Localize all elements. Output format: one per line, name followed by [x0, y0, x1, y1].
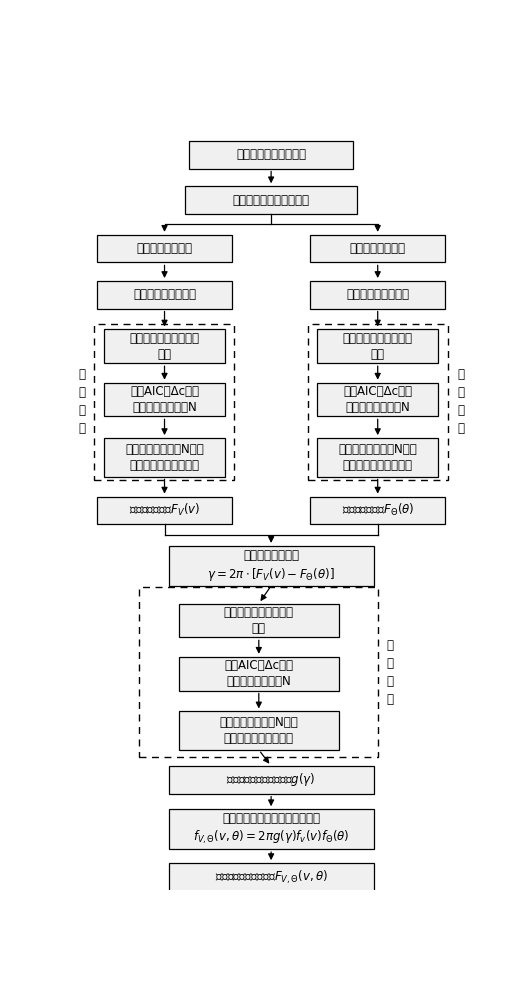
Text: 利用AIC和Δc联合
确定最佳组分个数N: 利用AIC和Δc联合 确定最佳组分个数N — [130, 385, 199, 414]
Bar — [317, 383, 438, 416]
Text: 使用遗传算法进行参数
估计: 使用遗传算法进行参数 估计 — [130, 332, 199, 361]
Text: 绘制风向概率柱状图: 绘制风向概率柱状图 — [346, 288, 409, 301]
Bar — [169, 766, 373, 794]
Bar — [169, 863, 373, 891]
Text: 风速的分布函数$F_V(v)$: 风速的分布函数$F_V(v)$ — [129, 502, 200, 518]
Text: 使用遗传算法进行参数
估计: 使用遗传算法进行参数 估计 — [343, 332, 413, 361]
Text: 选择最佳组分个数N对应
的分布模型为最优模型: 选择最佳组分个数N对应 的分布模型为最优模型 — [220, 716, 298, 745]
Text: 处理风速风向原始数据: 处理风速风向原始数据 — [236, 148, 306, 161]
Bar — [185, 186, 357, 214]
Bar — [310, 281, 445, 309]
Text: 平均风的风速和风向数据: 平均风的风速和风向数据 — [233, 194, 309, 207]
Text: 风速风向联合分布函数$F_{V,\Theta}(v,\theta)$: 风速风向联合分布函数$F_{V,\Theta}(v,\theta)$ — [215, 868, 327, 886]
Bar — [169, 809, 373, 849]
Bar — [139, 587, 378, 757]
Text: 参
数
估
计: 参 数 估 计 — [387, 639, 394, 706]
Bar — [310, 235, 445, 262]
Bar — [104, 329, 225, 363]
Bar — [310, 497, 445, 524]
Bar — [179, 604, 339, 637]
Bar — [104, 383, 225, 416]
Bar — [179, 657, 339, 691]
Bar — [94, 324, 234, 480]
Bar — [317, 329, 438, 363]
Text: 选择最佳组分个数N对应
的分布模型为最优模型: 选择最佳组分个数N对应 的分布模型为最优模型 — [125, 443, 204, 472]
Text: 风速风向相关系数
$\gamma=2\pi\cdot[F_V(v)-F_{\Theta}(\theta)]$: 风速风向相关系数 $\gamma=2\pi\cdot[F_V(v)-F_{\Th… — [207, 549, 335, 583]
Text: 利用AIC和Δc联合
确定最佳组分个数N: 利用AIC和Δc联合 确定最佳组分个数N — [343, 385, 412, 414]
Bar — [97, 497, 232, 524]
Text: 选择最佳组分个数N对应
的分布模型为最优模型: 选择最佳组分个数N对应 的分布模型为最优模型 — [339, 443, 417, 472]
Bar — [308, 324, 448, 480]
Text: 参
数
估
计: 参 数 估 计 — [457, 368, 464, 435]
Text: 平均风的风向样本: 平均风的风向样本 — [350, 242, 406, 255]
Text: 风速风向联合分布概率密度函数
$f_{V,\Theta}(v,\theta)=2\pi g(\gamma)f_v(v)f_{\Theta}(\theta)$: 风速风向联合分布概率密度函数 $f_{V,\Theta}(v,\theta)=2… — [193, 812, 349, 846]
Bar — [179, 711, 339, 750]
Text: 风向的分布函数$F_{\Theta}(\theta)$: 风向的分布函数$F_{\Theta}(\theta)$ — [342, 502, 414, 518]
Text: 绘制风速概率柱状图: 绘制风速概率柱状图 — [133, 288, 196, 301]
Bar — [317, 438, 438, 477]
Text: 参
数
估
计: 参 数 估 计 — [78, 368, 85, 435]
Text: 使用遗传算法进行参数
估计: 使用遗传算法进行参数 估计 — [224, 606, 294, 635]
Bar — [169, 546, 373, 586]
Bar — [97, 235, 232, 262]
Bar — [104, 438, 225, 477]
Text: 利用AIC和Δc联合
确定最佳组分个数N: 利用AIC和Δc联合 确定最佳组分个数N — [224, 659, 293, 688]
Text: 平均风的风速样本: 平均风的风速样本 — [136, 242, 193, 255]
Bar — [189, 141, 353, 169]
Bar — [97, 281, 232, 309]
Text: 相关系数的概率密度函数$g(\gamma)$: 相关系数的概率密度函数$g(\gamma)$ — [226, 771, 316, 788]
